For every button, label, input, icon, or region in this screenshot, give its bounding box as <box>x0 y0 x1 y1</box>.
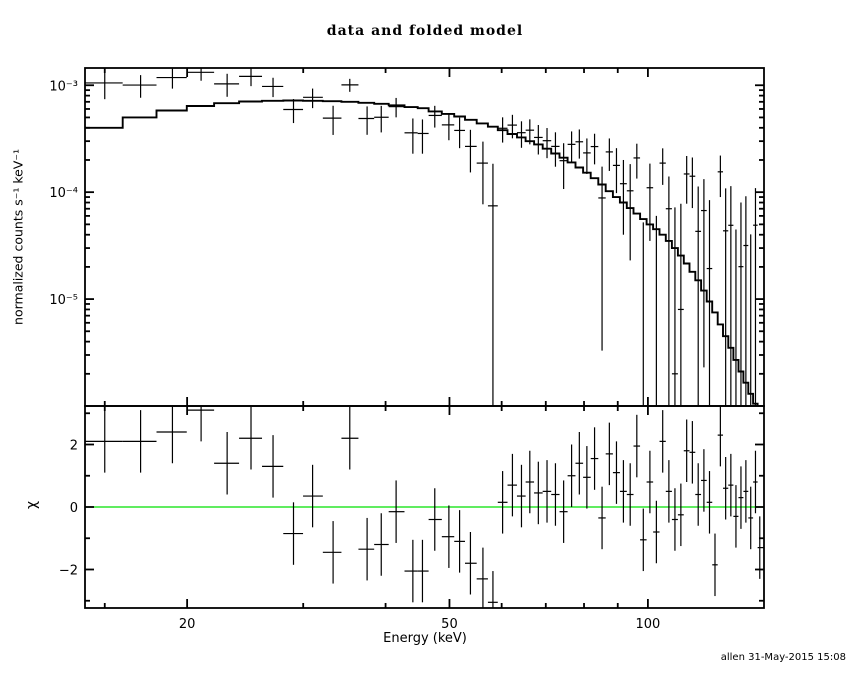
residuals-panel-content <box>85 406 764 608</box>
y-tick-label: 0 <box>70 501 78 516</box>
y-tick-label: −2 <box>59 564 78 579</box>
x-tick-label: 100 <box>635 617 660 632</box>
x-axis-title: Energy (keV) <box>383 631 467 646</box>
y-tick-label: 2 <box>70 439 78 454</box>
spectrum-panel-frame <box>84 67 765 407</box>
y-tick-label: 10⁻⁵ <box>49 293 78 308</box>
y-axis-title-residuals: χ <box>24 500 40 510</box>
plot-signature: allen 31-May-2015 15:08 <box>720 652 846 663</box>
y-tick-label: 10⁻³ <box>49 79 78 94</box>
chart-title: data and folded model <box>326 23 524 39</box>
model-step-line <box>85 99 759 406</box>
y-axis-title-spectrum: normalized counts s⁻¹ keV⁻¹ <box>10 149 26 325</box>
x-tick-label: 20 <box>179 617 196 632</box>
x-tick-label: 50 <box>441 617 458 632</box>
y-tick-label: 10⁻⁴ <box>49 186 78 201</box>
spectrum-panel-content <box>85 68 759 406</box>
